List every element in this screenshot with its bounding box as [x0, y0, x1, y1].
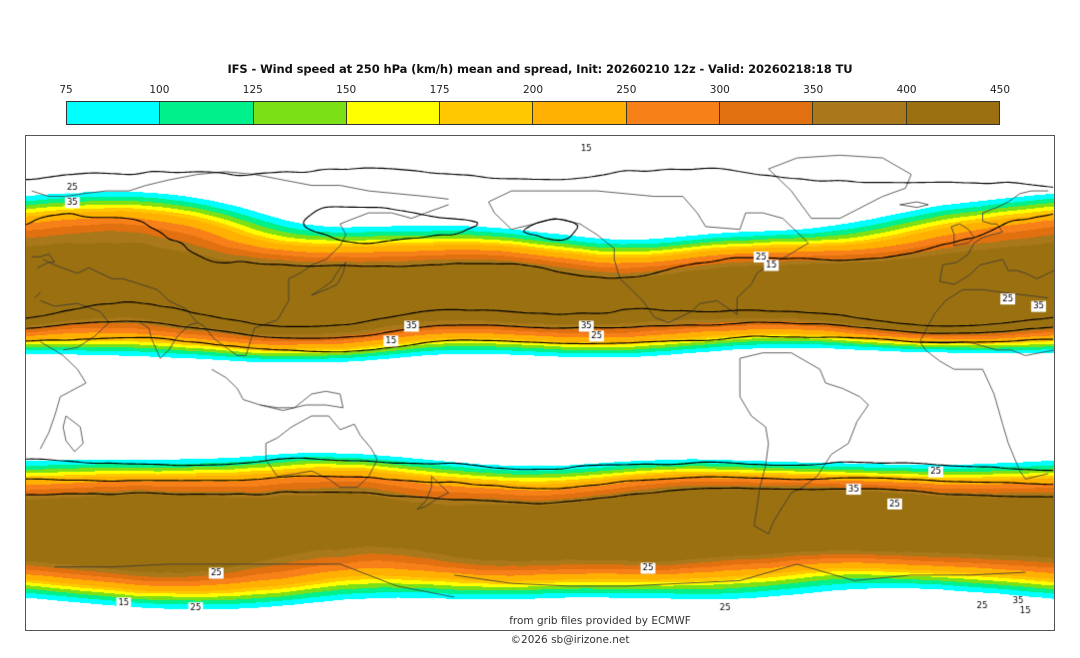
colorbar-tick-100: 100 [149, 84, 170, 96]
colorbar-tick-400: 400 [896, 84, 917, 96]
colorbar-tick-450: 450 [989, 84, 1011, 96]
copyright-note: ©2026 sb@irizone.net [510, 634, 630, 646]
colorbar-tick-350: 350 [803, 84, 824, 96]
colorbar-tick-75: 75 [59, 84, 73, 96]
colorbar-band-75-100 [67, 102, 161, 124]
colorbar-tick-200: 200 [522, 84, 544, 96]
colorbar-band-125-150 [253, 102, 347, 124]
colorbar-tick-labels: 75 100 125 150 175 200 250 300 350 400 450 [59, 84, 1010, 98]
colorbar-tick-175: 175 [429, 84, 450, 96]
colorbar-band-100-125 [160, 102, 254, 124]
colorbar-tick-300: 300 [709, 84, 730, 96]
colorbar-band-175-200 [440, 102, 534, 124]
page-title: IFS - Wind speed at 250 hPa (km/h) mean … [227, 62, 853, 76]
colorbar: 75 100 125 150 175 200 250 300 350 400 450 [59, 84, 1010, 128]
colorbar-tick-250: 250 [616, 84, 637, 96]
colorbar-band-400-450 [906, 102, 999, 124]
wind-speed-field [26, 136, 1054, 630]
colorbar-band-250-300 [626, 102, 721, 124]
map-panel [25, 135, 1055, 631]
colorbar-bands [66, 101, 1000, 125]
colorbar-band-350-400 [813, 102, 907, 124]
colorbar-tick-150: 150 [336, 84, 357, 96]
colorbar-band-150-175 [346, 102, 441, 124]
colorbar-band-300-350 [720, 102, 814, 124]
colorbar-tick-125: 125 [242, 84, 263, 96]
data-source-note: from grib files provided by ECMWF [509, 615, 691, 627]
colorbar-band-200-250 [533, 102, 627, 124]
